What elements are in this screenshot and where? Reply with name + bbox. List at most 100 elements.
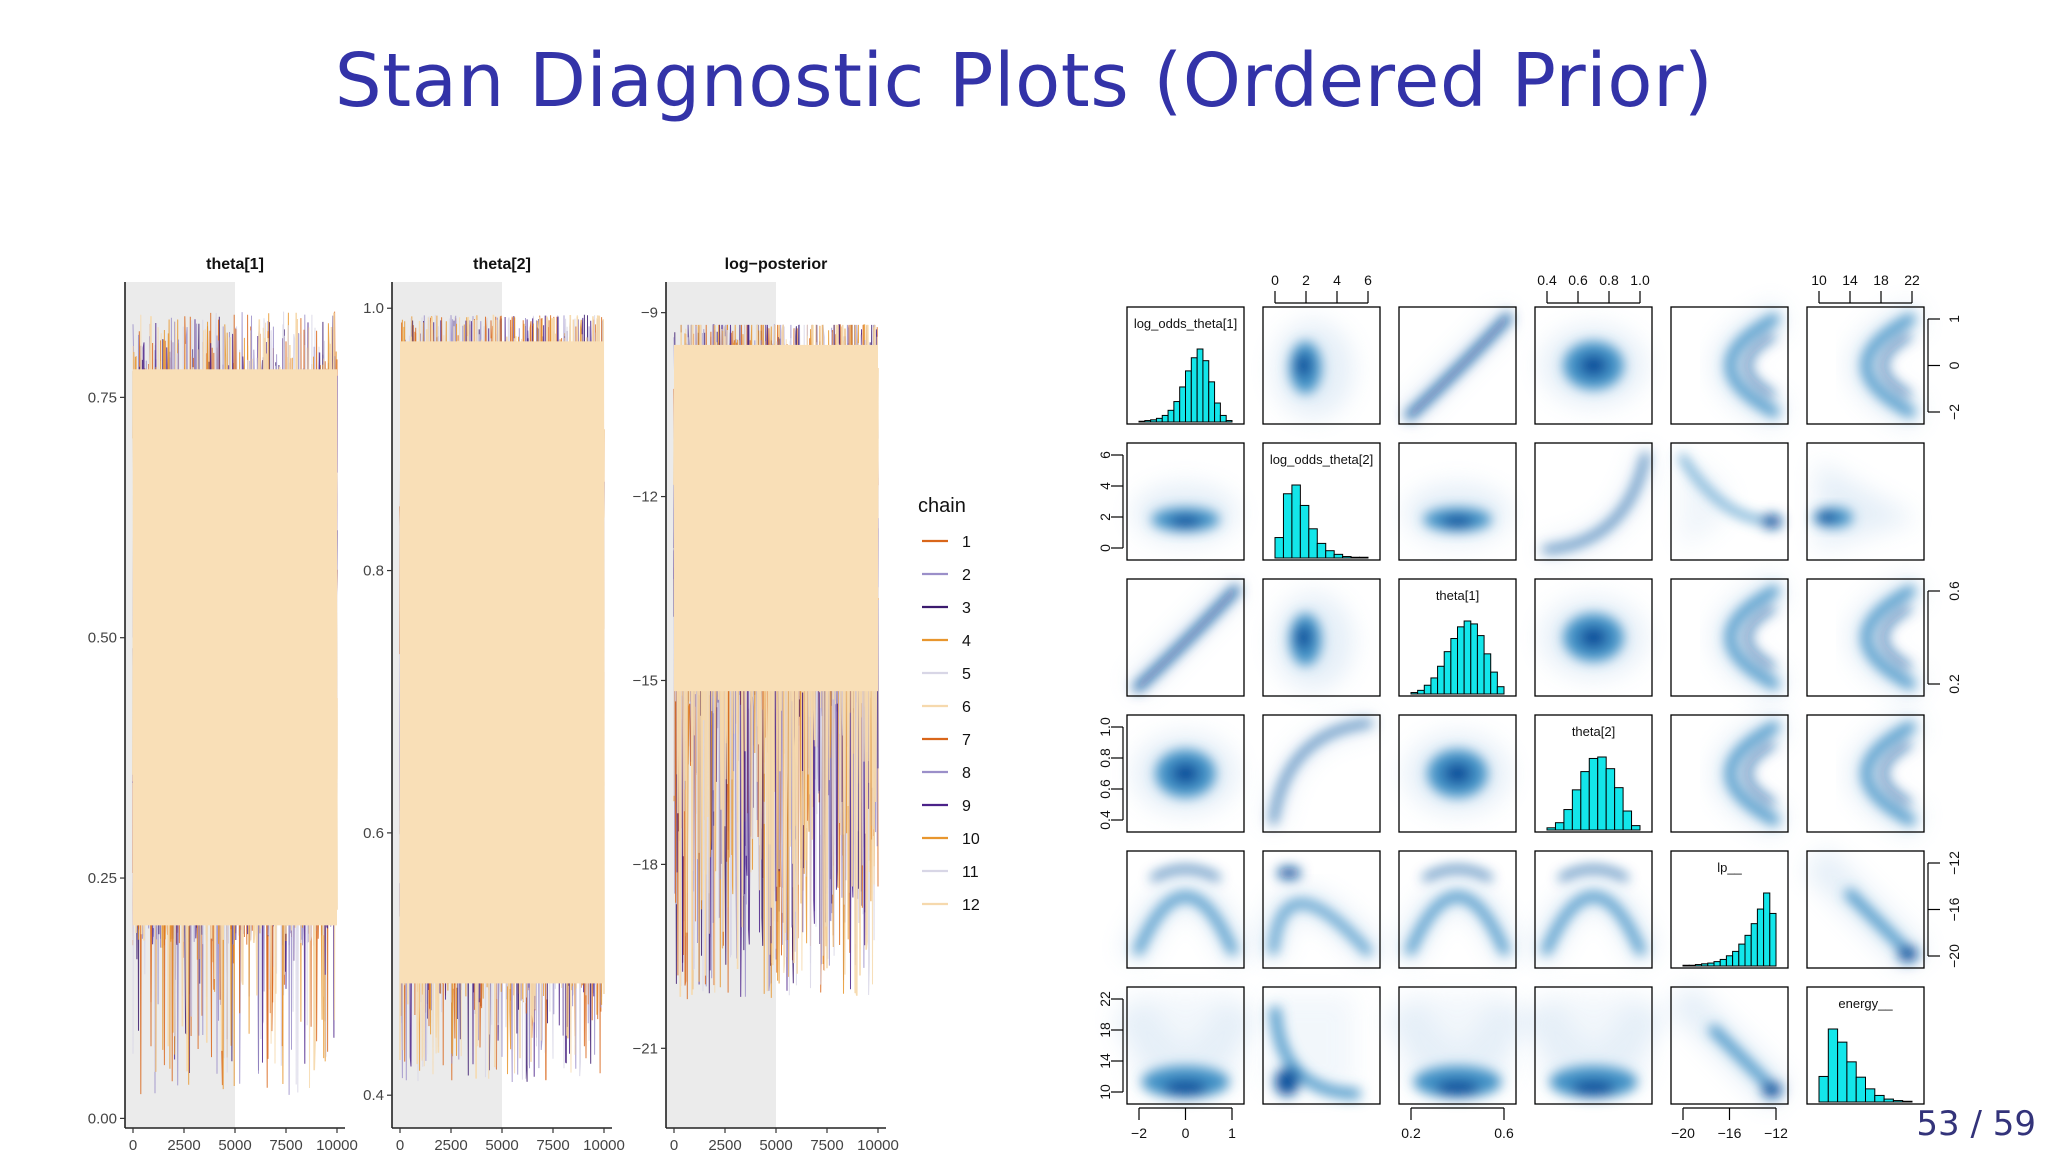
axis-tick-label: 22 [1904, 272, 1920, 288]
axis-tick-label: 1 [1228, 1125, 1236, 1141]
panel-frame [1534, 306, 1653, 425]
variable-label: log_odds_theta[1] [1134, 316, 1237, 331]
y-tick-label: 0.75 [88, 389, 117, 406]
axis-tick-label: 1 [1946, 315, 1962, 323]
histogram-bar [1437, 665, 1445, 695]
histogram-bar [1179, 386, 1186, 423]
x-tick-label: 0 [396, 1137, 404, 1152]
pairs-density-panel [1126, 714, 1245, 833]
page-number: 53 / 59 [1916, 1104, 2036, 1144]
pairs-density-panel [1802, 846, 1929, 973]
x-tick-label: 5000 [485, 1137, 518, 1152]
panel-frame [1126, 850, 1245, 969]
pairs-diagonal-panel: energy__ [1806, 986, 1925, 1105]
legend-label: 8 [962, 765, 971, 782]
histogram-bar [1299, 504, 1310, 559]
y-tick-label: 0.25 [88, 870, 117, 887]
histogram-bar [1605, 768, 1616, 831]
histogram-bar [1173, 401, 1181, 423]
axis-tick-label: −2 [1946, 404, 1962, 420]
pairs-density-panel [1670, 709, 1789, 838]
histogram-bar [1196, 348, 1204, 423]
top-axis: 0.4 0.6 0.8 1.0 [1537, 272, 1650, 304]
legend-label: 7 [962, 732, 971, 749]
histogram-bar [1496, 686, 1505, 695]
pairs-density-panel [1806, 301, 1925, 430]
histogram-bar [1571, 789, 1582, 831]
pairs-density-panel [1534, 306, 1653, 425]
panel-frame [1534, 442, 1653, 561]
axis-tick-label: 2 [1302, 272, 1310, 288]
x-tick-label: 2500 [434, 1137, 467, 1152]
x-tick-label: 2500 [708, 1137, 741, 1152]
histogram-bar [1333, 553, 1344, 559]
pairs-density-panel [1398, 714, 1517, 833]
pairs-density-panel [1262, 306, 1381, 425]
histogram-bar [1865, 1088, 1876, 1103]
histogram-bar [1744, 934, 1752, 967]
histogram-bar [1202, 360, 1210, 423]
histogram-bar [1846, 1061, 1857, 1103]
axis-tick-label: −2 [1131, 1125, 1147, 1141]
pairs-diagonal-panel: lp__ [1670, 850, 1789, 969]
histogram-bar [1580, 771, 1590, 831]
variable-label: log_odds_theta[2] [1270, 452, 1373, 467]
pairs-density-panel [1262, 714, 1381, 833]
axis-tick-label: 1.0 [1630, 272, 1650, 288]
axis-tick-label: −16 [1946, 897, 1962, 921]
axis-tick-label: 0.2 [1946, 674, 1962, 694]
pairs-density-panel [1398, 442, 1517, 561]
axis-tick-label: 6 [1364, 272, 1372, 288]
axis-tick-label: 0.6 [1097, 779, 1113, 799]
histogram-bar [1827, 1028, 1839, 1103]
histogram-bar [1682, 964, 1690, 967]
pairs-density-panel [1120, 850, 1251, 969]
histogram-bar [1185, 370, 1192, 423]
histogram-bar [1490, 671, 1498, 695]
panel-frame [1670, 306, 1789, 425]
histogram-bar [1750, 923, 1758, 967]
histogram-bar [1483, 653, 1492, 695]
pairs-density-panel [1257, 850, 1385, 969]
histogram-bar [1291, 484, 1301, 559]
axis-tick-label: 0 [1946, 361, 1962, 369]
panel-frame [1398, 986, 1517, 1105]
pairs-density-panel [1398, 306, 1517, 425]
legend-label: 10 [962, 831, 980, 848]
histogram-bar [1208, 381, 1216, 423]
x-tick-label: 5000 [218, 1137, 251, 1152]
pairs-diagonal-panel: log_odds_theta[2] [1262, 442, 1381, 561]
pairs-density-panel [1262, 578, 1381, 697]
legend-label: 12 [962, 897, 980, 914]
histogram-bar [1892, 1100, 1904, 1103]
histogram-bar [1325, 550, 1335, 559]
panel-frame [1806, 850, 1925, 969]
axis-tick-label: 0.2 [1401, 1125, 1421, 1141]
pairs-diagonal-panel: theta[2] [1534, 714, 1653, 833]
x-tick-label: 10000 [857, 1137, 899, 1152]
pairs-density-panel [1126, 578, 1245, 697]
axis-tick-label: 0.6 [1568, 272, 1588, 288]
panel-frame [1126, 986, 1245, 1105]
histogram-bar [1274, 537, 1284, 559]
histogram-bar [1225, 420, 1233, 423]
y-tick-label: −18 [633, 856, 658, 873]
axis-tick-label: 4 [1333, 272, 1341, 288]
variable-label: theta[1] [1436, 588, 1479, 603]
axis-tick-label: 0.6 [1946, 581, 1962, 601]
trace-title: theta[1] [206, 256, 264, 273]
pairs-density-panel [1534, 578, 1653, 697]
axis-tick-label: 4 [1097, 482, 1113, 490]
panel-frame [1126, 578, 1245, 697]
panel-frame [1670, 850, 1789, 969]
axis-tick-label: 0 [1271, 272, 1279, 288]
panel-frame [1398, 306, 1517, 425]
pairs-diagonal-panel: log_odds_theta[1] [1126, 306, 1245, 425]
y-tick-label: 0.50 [88, 630, 117, 647]
histogram-bar [1214, 402, 1221, 423]
axis-tick-label: −12 [1764, 1125, 1788, 1141]
axis-tick-label: 14 [1842, 272, 1858, 288]
y-tick-label: 0.8 [363, 563, 384, 580]
panel-frame [1806, 306, 1925, 425]
legend-label: 11 [962, 864, 979, 881]
